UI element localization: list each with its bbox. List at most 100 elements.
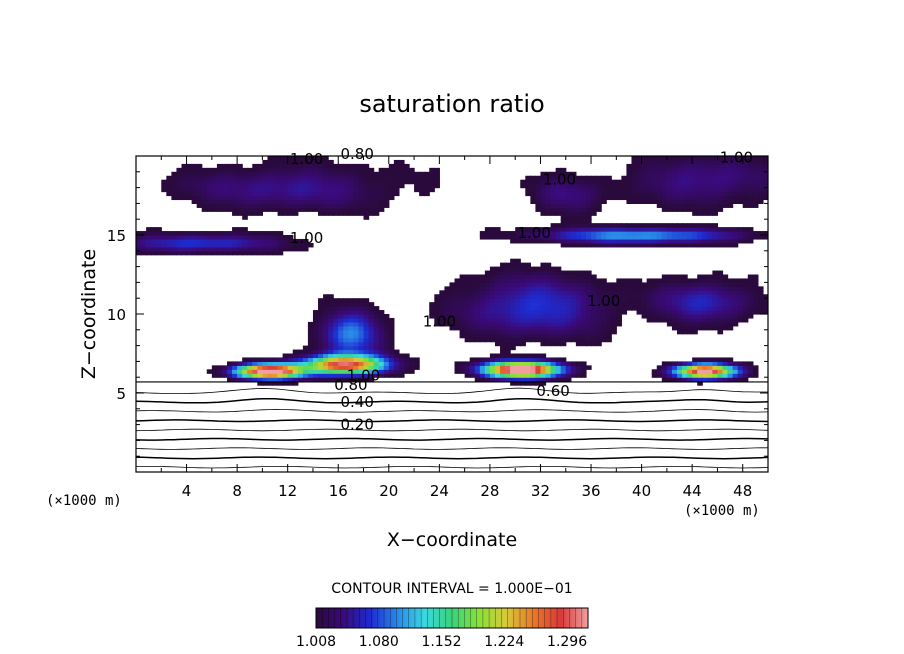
field-cell [328, 349, 334, 355]
field-cell [348, 187, 355, 193]
field-cell [242, 235, 248, 240]
field-cell [727, 242, 734, 248]
field-cell [494, 369, 501, 374]
field-cell [520, 298, 526, 303]
field-cell [768, 188, 774, 193]
field-cell [580, 282, 587, 287]
field-cell [323, 345, 329, 351]
field-cell [232, 195, 238, 201]
field-cell [191, 250, 198, 256]
field-cell [540, 207, 547, 212]
field-cell [358, 353, 365, 359]
contour-label: 0.80 [340, 145, 373, 163]
field-cell [585, 337, 592, 343]
field-cell [712, 278, 719, 283]
field-cell [702, 361, 708, 366]
y-tick-label: 10 [107, 306, 126, 324]
field-cell [353, 187, 360, 193]
field-cell [596, 235, 602, 240]
field-cell [292, 361, 299, 366]
field-cell [348, 191, 355, 197]
field-cell [601, 223, 607, 228]
field-cell [697, 294, 703, 299]
field-cell [393, 183, 400, 189]
field-cell [575, 231, 582, 236]
field-cell [156, 250, 162, 256]
field-cell [297, 156, 304, 161]
field-cell [530, 278, 537, 283]
field-cell [333, 317, 339, 323]
field-cell [535, 266, 542, 272]
field-cell [525, 377, 531, 382]
field-cell [186, 250, 193, 256]
field-cell [242, 187, 248, 193]
field-cell [752, 235, 759, 240]
field-cell [616, 223, 622, 228]
field-cell [601, 227, 607, 232]
field-cell [196, 187, 203, 193]
field-cell [591, 187, 597, 193]
field-cell [540, 306, 547, 311]
field-cell [323, 357, 329, 362]
contour-label: 1.00 [543, 170, 576, 188]
field-cell [257, 238, 263, 244]
field-cell [343, 298, 349, 303]
field-cell [768, 235, 774, 240]
field-cell [292, 163, 299, 169]
field-cell [378, 207, 385, 212]
field-cell [333, 191, 339, 197]
field-cell [565, 219, 572, 224]
field-cell [540, 270, 547, 276]
field-cell [262, 246, 269, 252]
field-cell [732, 321, 739, 327]
field-cell [237, 171, 243, 177]
field-cell [585, 302, 592, 307]
field-cell [722, 298, 729, 303]
field-cell [702, 298, 708, 303]
field-cell [606, 175, 612, 181]
field-cell [277, 179, 284, 185]
field-cell [262, 159, 269, 165]
field-cell [727, 183, 734, 189]
field-cell [277, 373, 284, 378]
field-cell [555, 179, 562, 185]
field-cell [560, 215, 567, 220]
field-cell [671, 183, 678, 189]
field-cell [762, 195, 768, 201]
field-cell [368, 317, 375, 323]
field-cell [262, 183, 269, 189]
field-cell [752, 306, 759, 311]
field-cell [671, 156, 678, 161]
field-cell [358, 171, 365, 177]
field-cell [292, 211, 299, 216]
field-cell [373, 310, 380, 315]
contour-interval-label: CONTOUR INTERVAL = 1.000E−01 [331, 581, 572, 597]
field-cell [515, 369, 521, 374]
field-cell [358, 365, 365, 370]
field-cell [596, 286, 602, 291]
field-cell [687, 361, 693, 366]
field-cell [459, 306, 466, 311]
field-cell [601, 329, 607, 335]
field-cell [530, 310, 537, 315]
field-cell [742, 195, 749, 201]
field-cell [601, 179, 607, 185]
field-cell [494, 337, 501, 343]
field-cell [484, 286, 491, 291]
field-cell [671, 369, 678, 374]
field-cell [510, 286, 516, 291]
field-cell [409, 357, 415, 362]
field-cell [550, 377, 557, 382]
field-cell [434, 302, 440, 307]
field-cell [585, 179, 592, 185]
field-cell [252, 183, 258, 189]
field-cell [484, 227, 491, 232]
field-cell [414, 365, 420, 370]
field-cell [353, 365, 360, 370]
field-cell [535, 203, 542, 208]
field-cell [318, 163, 324, 169]
field-cell [489, 357, 496, 362]
field-cell [363, 195, 370, 201]
field-cell [540, 294, 547, 299]
contour-label: 0.20 [340, 415, 373, 433]
